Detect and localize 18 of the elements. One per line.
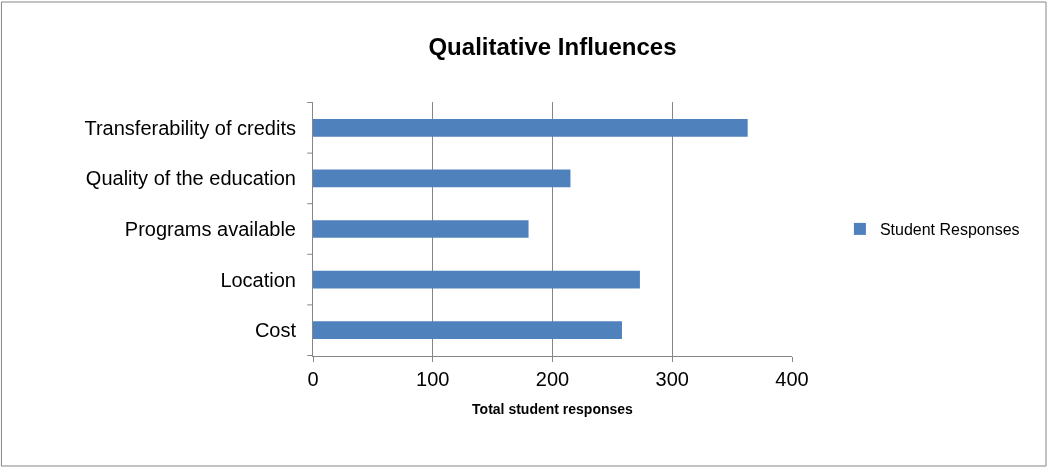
bar: [313, 169, 571, 188]
legend-label: Student Responses: [879, 221, 1020, 239]
bar: [313, 270, 640, 289]
bar: [313, 220, 529, 238]
y-tick-label: Programs available: [124, 218, 296, 240]
x-tick-label: 400: [775, 368, 809, 390]
chart-title: Qualitative Influences: [428, 33, 677, 61]
bar: [313, 321, 622, 340]
x-tick-label: 300: [655, 368, 689, 390]
y-tick-label: Location: [220, 268, 296, 291]
y-tick-label: Quality of the education: [85, 167, 296, 190]
x-tick-label: 100: [416, 368, 450, 390]
y-tick-label: Cost: [254, 319, 297, 342]
x-tick-label: 0: [307, 368, 319, 390]
y-tick-label: Transferability of credits: [84, 116, 296, 139]
bar: [313, 118, 748, 137]
x-tick-label: 200: [535, 368, 570, 390]
x-axis-title: Total student responses: [472, 401, 634, 418]
